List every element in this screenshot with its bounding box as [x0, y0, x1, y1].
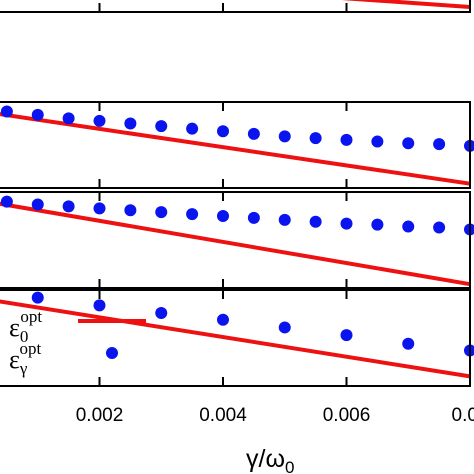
panel-4-dot: [278, 321, 291, 334]
panel-2-dot: [124, 117, 137, 130]
panel-2-dot: [217, 125, 229, 138]
x-axis-title-main: γ/ω: [246, 445, 285, 473]
panel-4: [0, 289, 474, 387]
x-tick-label: 0.006: [323, 405, 371, 426]
panel-2-dot: [186, 122, 199, 135]
panel-3-line: [0, 201, 471, 287]
panel-3-dot: [402, 220, 415, 233]
panel-4-dot: [93, 299, 106, 312]
x-axis-title: γ/ω0: [246, 445, 294, 474]
panel-2-dot: [247, 127, 260, 140]
x-tick-labels: 0.002 0.004 0.006 0.00: [76, 405, 474, 426]
panel-4-line: [0, 299, 471, 379]
legend-label-eps0-sub: 0: [20, 327, 29, 346]
legend-dot-marker: [106, 347, 118, 359]
legend-label-epsgamma-sub: γ: [19, 359, 28, 378]
panel-4-dot: [402, 337, 415, 350]
panel-3-dot: [124, 204, 137, 217]
panel-2: [0, 101, 474, 189]
panel-3-dot: [186, 208, 199, 221]
legend: ε0opt εγopt: [9, 307, 146, 378]
panel-1-line: [341, 0, 471, 9]
panel-2-dot: [340, 133, 353, 146]
panel-2-dot: [155, 120, 168, 133]
panel-2-dot: [0, 105, 13, 118]
panel-1: [0, 0, 471, 13]
legend-label-epsgamma-base: ε: [9, 345, 20, 374]
panel-4-dot: [340, 329, 353, 342]
x-tick-label: 0.00: [452, 405, 474, 426]
panel-2-dot: [433, 138, 446, 151]
panel-3-dot: [93, 202, 106, 215]
panel-3-dot: [247, 211, 260, 224]
panel-3-dot: [340, 217, 353, 230]
panel-3-dot: [433, 221, 446, 234]
panel-2-dot: [278, 130, 291, 143]
panel-3-dot: [31, 198, 44, 211]
panel-2-dot: [93, 114, 106, 127]
legend-label-eps0-sup: opt: [20, 307, 42, 326]
legend-label-epsgamma-sup: opt: [19, 339, 41, 358]
panel-2-dot: [309, 132, 322, 145]
x-tick-label: 0.004: [199, 405, 247, 426]
panel-3-dot: [62, 200, 75, 213]
x-tick-label: 0.002: [76, 405, 124, 426]
panel-3-dot: [309, 215, 322, 228]
x-axis-title-subscript: 0: [285, 458, 294, 474]
legend-label-epsgamma: εγopt: [9, 339, 41, 378]
panel-3-dot: [371, 218, 384, 231]
panel-2-dot: [402, 137, 415, 150]
panel-3-dot: [278, 213, 291, 226]
panel-3-dot: [155, 206, 168, 219]
panel-2-dot: [31, 108, 44, 121]
panel-3-dot: [217, 210, 229, 222]
panels-layer: [0, 0, 474, 387]
panel-3-dot: [0, 195, 13, 208]
panel-2-line: [0, 112, 471, 186]
panel-4-dot: [217, 313, 229, 326]
legend-label-eps0: ε0opt: [9, 307, 42, 346]
panel-2-dot: [62, 112, 75, 125]
panel-4-dot: [155, 307, 168, 320]
legend-label-eps0-base: ε: [9, 313, 20, 342]
panel-4-dot: [31, 291, 44, 304]
panel-3: [0, 191, 474, 289]
panel-2-dot: [371, 135, 384, 148]
